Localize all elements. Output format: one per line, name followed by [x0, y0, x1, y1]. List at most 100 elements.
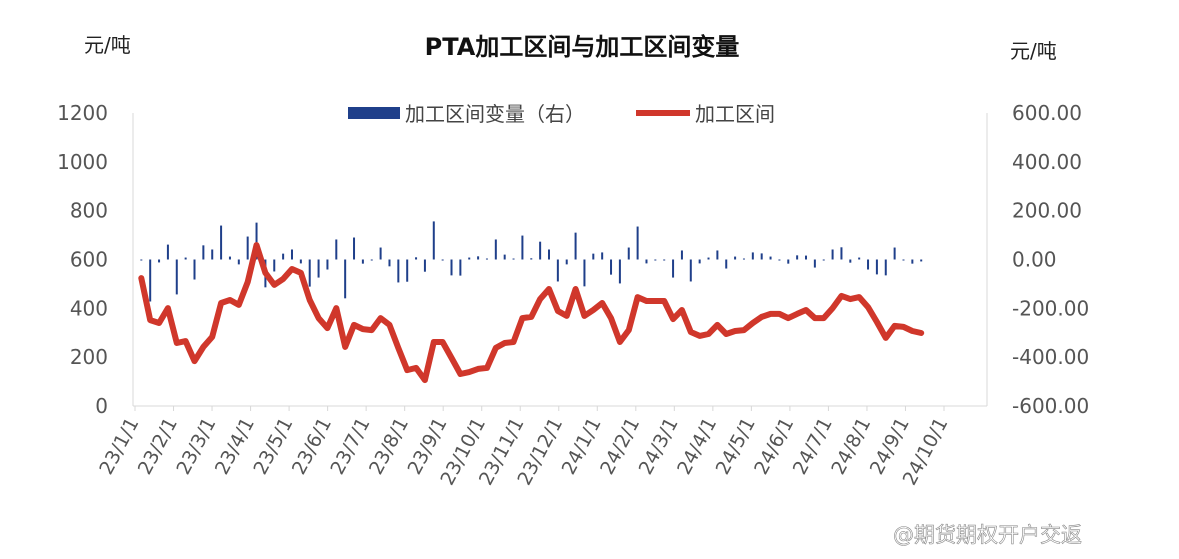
left-tick-label: 1000 [57, 150, 108, 174]
bar [451, 260, 453, 276]
bar [415, 257, 417, 259]
left-tick-label: 200 [70, 345, 108, 369]
watermark: @期货期权开户交返 [893, 523, 1082, 547]
bar [397, 260, 399, 283]
legend: 加工区间变量（右） 加工区间 [348, 102, 775, 126]
bar [734, 257, 736, 260]
chart-title: PTA加工区间与加工区间变量 [425, 33, 740, 61]
left-tick-label: 800 [70, 199, 108, 223]
right-tick-label: -400.00 [1012, 345, 1089, 369]
bar [610, 260, 612, 275]
bar [459, 260, 461, 276]
bar [371, 260, 373, 261]
left-tick-label: 400 [70, 296, 108, 320]
right-tick-label: 400.00 [1012, 150, 1082, 174]
bar [202, 245, 204, 259]
bar [433, 221, 435, 259]
bar [291, 249, 293, 259]
bar [504, 255, 506, 260]
bar [424, 260, 426, 272]
bar [619, 260, 621, 284]
bar [406, 260, 408, 282]
bar [778, 260, 780, 261]
left-axis-unit: 元/吨 [84, 33, 131, 57]
bar [194, 260, 196, 280]
left-tick-label: 600 [70, 248, 108, 272]
bar [229, 257, 231, 260]
bar [654, 260, 656, 261]
bar [318, 260, 320, 278]
bar [637, 227, 639, 260]
bar [486, 259, 488, 260]
bar [282, 254, 284, 260]
bar-series [140, 221, 922, 301]
bar [787, 260, 789, 264]
bar [185, 258, 187, 260]
bar [920, 260, 922, 262]
bar [273, 260, 275, 272]
bar [362, 260, 364, 264]
bar [548, 249, 550, 259]
bar [309, 260, 311, 287]
bar [247, 237, 249, 260]
right-tick-label: -600.00 [1012, 394, 1089, 418]
bar [539, 242, 541, 260]
right-tick-label: 600.00 [1012, 101, 1082, 125]
bar [796, 255, 798, 259]
bar [140, 260, 142, 261]
legend-swatch-bar [348, 107, 400, 119]
bar [725, 260, 727, 269]
bar [149, 260, 151, 302]
bar [823, 260, 825, 261]
bar [752, 252, 754, 259]
right-tick-label: 200.00 [1012, 199, 1082, 223]
x-axis-ticks: 23/1/123/2/123/3/123/4/123/5/123/6/123/7… [95, 406, 952, 489]
bar [495, 239, 497, 259]
bar [885, 260, 887, 276]
bar [681, 250, 683, 259]
bar [690, 260, 692, 282]
bar [575, 233, 577, 260]
bar [158, 260, 160, 263]
bar [220, 226, 222, 260]
left-axis-ticks: 0 200 400 600 800 1000 1200 [57, 101, 108, 418]
bar [894, 248, 896, 260]
left-tick-label: 0 [95, 394, 108, 418]
bar [672, 260, 674, 278]
bar [442, 260, 444, 261]
bar [592, 254, 594, 260]
right-tick-label: 0.00 [1012, 248, 1057, 272]
bar [344, 260, 346, 299]
bar [699, 260, 701, 264]
bar [335, 239, 337, 259]
bar [176, 260, 178, 295]
bar [708, 258, 710, 260]
bar [477, 256, 479, 259]
bar [876, 260, 878, 275]
bar [353, 238, 355, 260]
right-axis-unit: 元/吨 [1010, 39, 1057, 63]
bar [867, 260, 869, 270]
bar [761, 253, 763, 259]
bar [300, 260, 302, 264]
right-axis-ticks: -600.00 -400.00 -200.00 0.00 200.00 400.00 600… [1012, 101, 1089, 418]
bar [743, 259, 745, 260]
bar [380, 248, 382, 260]
bar [911, 260, 913, 264]
bar [566, 260, 568, 265]
bar [663, 260, 665, 261]
bar [832, 249, 834, 259]
right-tick-label: -200.00 [1012, 296, 1089, 320]
bar [388, 260, 390, 267]
bar [716, 250, 718, 259]
left-tick-label: 1200 [57, 101, 108, 125]
bar [557, 260, 559, 282]
bar [840, 247, 842, 259]
bar [468, 258, 470, 260]
legend-label-line: 加工区间 [695, 102, 775, 126]
bar [326, 260, 328, 270]
legend-label-bar: 加工区间变量（右） [405, 102, 585, 126]
bar [814, 260, 816, 268]
bar [530, 258, 532, 259]
bar [521, 236, 523, 260]
